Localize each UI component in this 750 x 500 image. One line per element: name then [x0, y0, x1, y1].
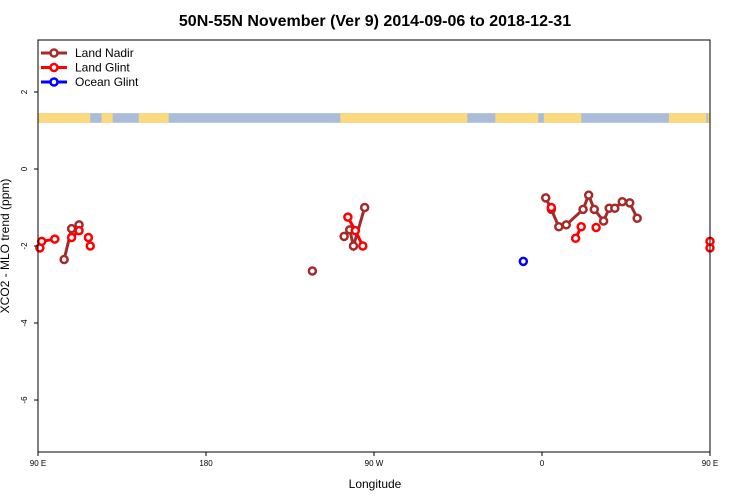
land-band	[101, 113, 113, 123]
land-nadir-point	[59, 254, 69, 265]
series-layer	[35, 190, 715, 276]
land-nadir-point	[307, 266, 318, 276]
legend-label: Ocean Glint	[75, 75, 139, 89]
chart-title: 50N-55N November (Ver 9) 2014-09-06 to 2…	[179, 13, 571, 30]
land-band	[543, 113, 582, 123]
y-axis-label: XCO2 - MLO trend (ppm)	[0, 179, 12, 314]
land-glint-point	[570, 233, 581, 244]
land-nadir-point	[583, 190, 594, 200]
plot-frame	[37, 39, 711, 453]
y-tick-label: 2	[20, 89, 29, 94]
land-glint-point	[591, 222, 601, 233]
land-nadir-point	[589, 204, 600, 215]
land-nadir-point	[348, 241, 359, 251]
land-glint-point	[576, 221, 586, 232]
land-nadir-point	[598, 216, 609, 226]
land-nadir-point	[339, 231, 349, 242]
land-glint-point	[350, 225, 361, 236]
land-glint-point	[74, 225, 84, 236]
land-nadir-point	[617, 196, 628, 207]
y-tick-label: 0	[20, 166, 29, 171]
land-band	[138, 113, 169, 123]
land-nadir-point	[359, 202, 370, 213]
land-glint-point	[358, 241, 368, 251]
legend-item-ocean-glint: Ocean Glint	[41, 75, 139, 89]
x-tick-label: 90 W	[365, 459, 384, 468]
x-tick-label: 90 E	[702, 459, 718, 468]
y-tick-label: -4	[20, 319, 29, 327]
land-band	[708, 113, 710, 123]
land-glint-point	[66, 232, 77, 243]
land-glint-point	[343, 212, 353, 222]
x-axis-label: Longitude	[349, 477, 402, 491]
land-glint-point	[83, 232, 94, 243]
legend-swatch-marker	[49, 77, 59, 87]
ocean-glint-point	[518, 256, 529, 267]
x-axis: 90 E 180 90 W 0 90 E	[30, 452, 718, 468]
legend-swatch-marker	[49, 48, 59, 58]
legend-item-land-nadir: Land Nadir	[41, 46, 134, 60]
land-band	[668, 113, 707, 123]
x-tick-label: 180	[199, 459, 213, 468]
land-band	[38, 113, 91, 123]
land-band	[495, 113, 539, 123]
land-ocean-strip	[38, 113, 710, 123]
y-tick-label: -2	[20, 242, 29, 250]
legend-label: Land Glint	[75, 61, 130, 75]
land-nadir-point	[540, 193, 551, 203]
land-nadir-point	[66, 223, 77, 234]
y-tick-label: -6	[20, 396, 29, 404]
land-nadir-point	[561, 220, 572, 230]
legend-label: Land Nadir	[75, 46, 134, 60]
land-glint-point	[546, 202, 557, 213]
land-nadir-point	[632, 213, 642, 224]
land-glint-point	[36, 236, 47, 247]
land-nadir-point	[610, 203, 620, 214]
legend-swatch-marker	[49, 62, 59, 73]
x-tick-label: 90 E	[30, 459, 46, 468]
x-tick-label: 0	[540, 459, 545, 468]
land-nadir-point	[578, 204, 588, 215]
y-axis: 2 0 -2 -4 -6	[20, 89, 38, 404]
land-nadir-point	[624, 198, 635, 208]
land-glint-point	[85, 241, 96, 251]
legend-item-land-glint: Land Glint	[41, 61, 130, 75]
land-glint-point	[50, 234, 60, 244]
land-band	[340, 113, 468, 123]
land-nadir-point	[554, 221, 564, 232]
